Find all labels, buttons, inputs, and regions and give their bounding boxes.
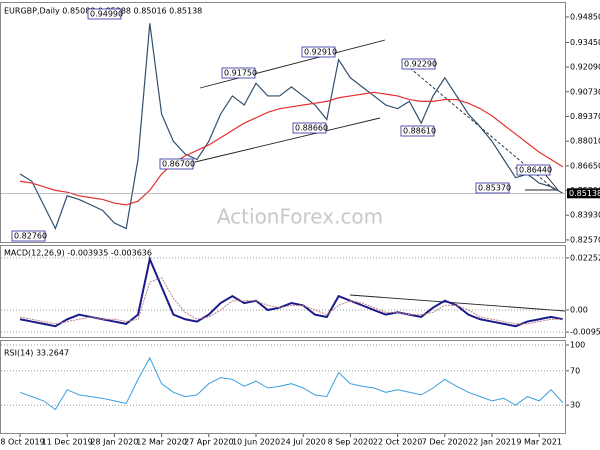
y-tick-label: 0.94850 [570,12,600,21]
series-line [19,91,564,206]
x-tick-label: 22 Jan 2021 [468,438,516,447]
price-annotation: 0.88660 [295,124,328,133]
x-tick-label: 7 Dec 2020 [422,438,468,447]
rsi-panel [0,340,566,434]
x-tick-label: 24 Jul 2020 [281,438,326,447]
y-tick-label: 0.86650 [570,161,600,170]
y-tick-label: 0.93450 [570,38,600,47]
price-annotation: 0.82760 [14,232,47,241]
price-annotation-box [87,8,122,20]
price-annotation: 0.94990 [90,10,123,19]
price-annotation-box [401,58,436,70]
price-annotation-box [475,182,510,194]
y-tick-label: 0.92090 [570,63,600,72]
price-annotation: 0.91750 [224,69,257,78]
price-annotation-box [221,67,256,79]
series-line [19,276,563,325]
series-line [19,356,564,411]
price-annotation-box [301,46,336,58]
x-tick-label: 8 Sep 2020 [328,438,374,447]
price-annotation: 0.86440 [519,166,552,175]
x-tick-label: 28 Jan 2020 [90,438,138,447]
series-line [19,255,563,328]
x-tick-label: 12 Mar 2020 [136,438,187,447]
price-annotation-box [11,230,46,242]
trend-lines [194,39,566,312]
price-annotation-box [159,158,194,170]
x-tick-label: 28 Oct 2019 [0,438,45,447]
panel-title: RSI(14) 33.2647 [4,349,69,358]
watermark: ActionForex.com [217,205,383,229]
panel-title: MACD(12,26,9) -0.003935 -0.003636 [4,249,152,258]
y-tick-label: -0.009554 [570,328,600,337]
y-tick-label: 70 [570,366,580,375]
y-tick-label: 0.022521 [570,253,600,262]
y-tick-label: 0.00 [570,306,588,315]
price-annotation: 0.85370 [478,184,511,193]
last-price-box [567,188,600,199]
y-tick-label: 30 [570,401,580,410]
y-tick-label: 0.88010 [570,137,600,146]
price-annotation-box [400,125,435,137]
y-tick-label: 0.90730 [570,87,600,96]
price-panel [0,2,566,243]
macd-trend [349,294,566,312]
x-tick-label: 22 Oct 2020 [373,438,422,447]
channel-bottom [194,117,381,163]
y-tick-label: 0.82570 [570,235,600,244]
last-price-label: 0.85138 [569,189,600,198]
price-annotation: 0.86700 [162,160,195,169]
price-annotation: 0.92910 [304,48,337,57]
x-tick-label: 11 Dec 2019 [42,438,93,447]
x-tick-label: 10 Jun 2020 [232,438,280,447]
y-tick-label: 100 [570,341,585,350]
price-annotation-box [292,122,327,134]
series-line [19,23,564,230]
price-annotation-box [516,164,551,176]
x-tick-label: 27 Apr 2020 [184,438,233,447]
macd-panel [0,245,566,338]
y-tick-label: 0.83930 [570,211,600,220]
channel-top [199,39,386,89]
price-annotation: 0.88610 [403,127,436,136]
x-tick-label: 9 Mar 2021 [516,438,562,447]
y-tick-label: 0.89370 [570,112,600,121]
price-annotation: 0.92290 [404,60,437,69]
